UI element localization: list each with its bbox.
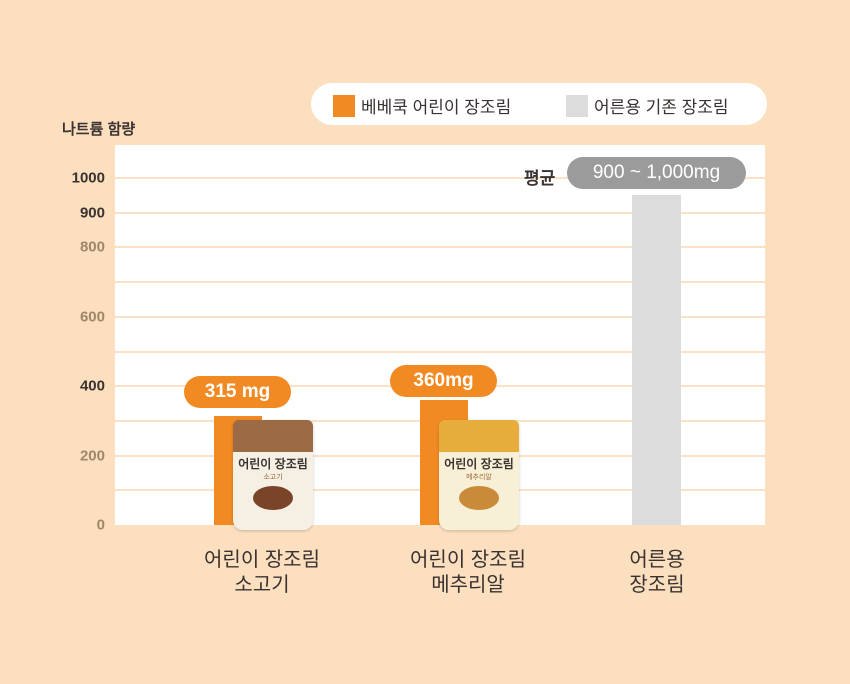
gridline xyxy=(115,177,765,179)
legend-label: 어른용 기존 장조림 xyxy=(594,98,729,117)
data-label-2: 900 ~ 1,000mg xyxy=(567,157,746,189)
y-axis-label: 나트륨 함량 xyxy=(62,121,136,138)
x-label-line1: 어린이 장조림 xyxy=(410,549,526,571)
x-label-line2: 소고기 xyxy=(234,574,290,596)
product-flavor: 소고기 xyxy=(263,474,283,481)
legend-swatch-orange xyxy=(333,94,355,117)
gridline xyxy=(115,246,765,249)
bar-2 xyxy=(632,195,681,525)
product-image-beef: 어린이 장조림 소고기 xyxy=(233,420,313,530)
y-tick-label: 400 xyxy=(79,377,105,395)
y-tick-label: 600 xyxy=(79,308,105,326)
x-label-line1: 어른용 xyxy=(629,549,685,571)
y-tick-label: 900 xyxy=(79,204,105,222)
legend-item-adult: 어른용 기존 장조림 xyxy=(566,93,729,118)
gridline xyxy=(115,211,765,214)
y-tick-label: 1000 xyxy=(71,169,105,187)
y-tick-label: 800 xyxy=(79,238,105,256)
legend: 베베쿡 어린이 장조림 어른용 기존 장조림 xyxy=(311,83,767,125)
x-label-line2: 메추리알 xyxy=(431,574,505,596)
product-image-quail-egg: 어린이 장조림 메추리알 xyxy=(439,420,519,530)
average-prefix-label: 평균 xyxy=(524,169,556,188)
product-brand: 어린이 장조림 xyxy=(444,457,514,471)
data-label-0: 315 mg xyxy=(184,376,291,408)
x-label-line1: 어린이 장조림 xyxy=(204,549,320,571)
legend-swatch-gray xyxy=(566,94,588,117)
legend-item-bebecook: 베베쿡 어린이 장조림 xyxy=(333,93,511,118)
x-label-line2: 장조림 xyxy=(629,574,685,596)
gridline xyxy=(115,315,765,318)
data-label-1: 360mg xyxy=(390,365,497,397)
gridline xyxy=(115,281,765,284)
gridline xyxy=(115,350,765,353)
product-brand: 어린이 장조림 xyxy=(238,457,308,471)
product-flavor: 메추리알 xyxy=(466,474,492,481)
legend-label: 베베쿡 어린이 장조림 xyxy=(361,98,512,117)
y-tick-label: 200 xyxy=(79,447,105,465)
y-tick-label: 0 xyxy=(96,516,105,534)
